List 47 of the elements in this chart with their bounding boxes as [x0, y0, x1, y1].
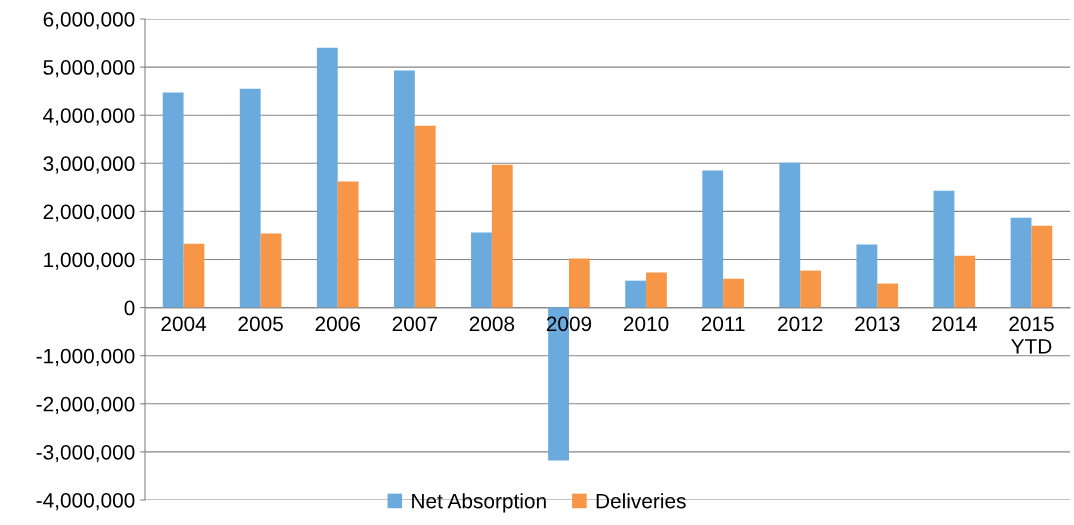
- x-tick-label: 2006: [315, 316, 360, 332]
- bar: [414, 125, 436, 308]
- x-tick-label: 2015 YTD: [1009, 316, 1054, 354]
- bar: [316, 47, 338, 308]
- bar: [1010, 217, 1032, 308]
- bar: [1031, 225, 1053, 308]
- bar: [933, 190, 955, 308]
- bar: [491, 164, 513, 308]
- x-tick-label: 2013: [855, 316, 900, 332]
- bar: [337, 181, 359, 308]
- bar: [723, 278, 744, 308]
- bar: [646, 272, 667, 308]
- bar: [568, 258, 590, 308]
- bar: [877, 283, 899, 308]
- x-tick-label: 2014: [932, 316, 977, 332]
- x-tick-label: 2012: [778, 316, 823, 332]
- bar: [702, 170, 724, 308]
- y-tick-label: 0: [124, 300, 135, 316]
- bar: [239, 88, 261, 308]
- y-tick-label: -1,000,000: [36, 348, 135, 366]
- bar: [162, 92, 184, 308]
- bar: [183, 243, 205, 308]
- bar: [393, 70, 415, 308]
- y-tick-label: 6,000,000: [43, 12, 135, 30]
- bar: [800, 270, 822, 308]
- y-tick-label: 3,000,000: [43, 156, 135, 174]
- x-tick-label: 2010: [623, 316, 669, 332]
- y-tick-label: -4,000,000: [36, 493, 135, 511]
- x-tick-label: 2008: [469, 316, 515, 332]
- x-tick-label: 2007: [392, 316, 437, 332]
- bar: [260, 233, 282, 308]
- y-tick-label: -3,000,000: [36, 444, 135, 463]
- y-tick-label: 4,000,000: [43, 108, 135, 126]
- bar: [954, 255, 976, 308]
- legend-label: Net Absorption: [412, 493, 546, 513]
- x-tick-label: 2004: [161, 316, 207, 332]
- x-tick-label: 2011: [701, 316, 745, 332]
- bar: [471, 232, 492, 308]
- bar: [625, 280, 647, 308]
- y-tick-label: 1,000,000: [44, 252, 135, 270]
- bar: [856, 244, 878, 308]
- y-tick-label: 5,000,000: [43, 60, 135, 78]
- y-tick-label: 2,000,000: [43, 204, 135, 222]
- x-tick-label: 2005: [238, 316, 283, 332]
- legend-label: Deliveries: [596, 493, 686, 509]
- bar: [779, 162, 801, 308]
- y-tick-label: -2,000,000: [36, 396, 135, 415]
